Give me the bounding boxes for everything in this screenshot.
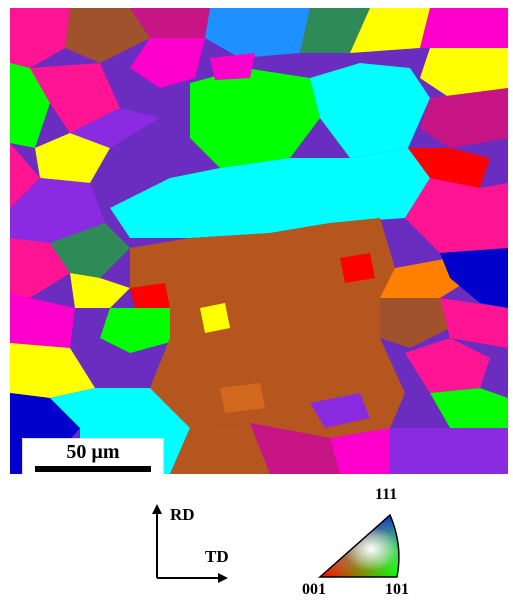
rd-label: RD [170,505,195,524]
grain-map-svg [10,8,508,474]
ipf-label-101: 101 [385,581,409,598]
scale-bar-line [35,466,151,472]
ipf-label-001: 001 [302,581,326,598]
scale-bar: 50 µm [22,438,164,474]
ipf-triangle [318,513,400,578]
axes-diagram [152,504,228,583]
scale-bar-label: 50 µm [66,441,120,463]
ipf-label-111: 111 [375,486,398,503]
td-label: TD [205,547,229,566]
ebsd-orientation-map: 50 µm [10,8,508,474]
